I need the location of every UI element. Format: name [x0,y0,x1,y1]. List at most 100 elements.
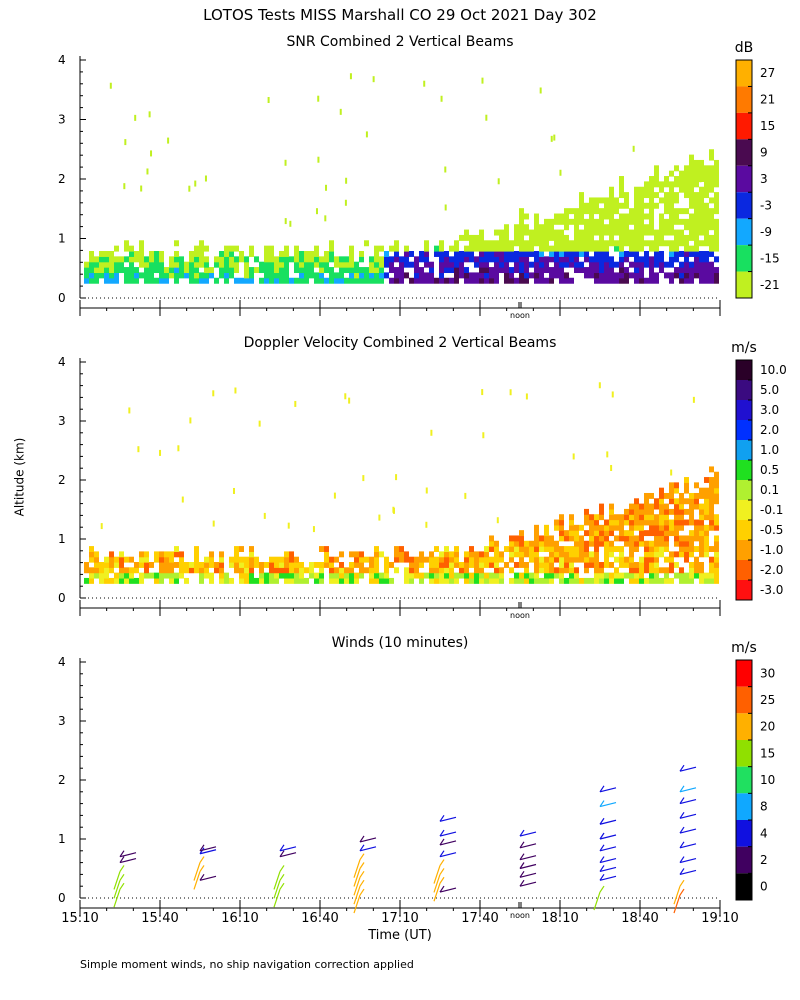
x-tick-label: 18:40 [621,911,658,926]
colorbar-swatch-doppler [736,480,752,500]
colorbar-swatch-snr [736,271,752,298]
colorbar-label-snr: 15 [760,119,775,133]
noon-label-snr: noon [510,311,530,320]
x-tick-label: 16:10 [221,911,258,926]
wind-barb [439,814,457,822]
y-tick-label-winds: 4 [58,655,66,669]
wind-barb [599,817,617,825]
colorbar-label-doppler: -0.5 [760,523,783,537]
panel-title-doppler: Doppler Velocity Combined 2 Vertical Bea… [244,335,557,351]
colorbar-label-winds: 4 [760,826,768,840]
colorbar-swatch-doppler [736,440,752,460]
wind-barb [279,844,297,852]
wind-barb [433,868,445,893]
colorbar-label-doppler: -2.0 [760,563,783,577]
wind-barb [519,853,537,861]
colorbar-label-snr: 27 [760,66,775,80]
colorbar-label-doppler: 5.0 [760,383,779,397]
wind-barb [519,841,537,849]
colorbar-swatch-winds [736,873,752,900]
snr-field [84,73,719,284]
wind-barb [193,865,205,890]
x-tick-label: 15:40 [141,911,178,926]
colorbar-label-winds: 25 [760,693,775,707]
panel-title-winds: Winds (10 minutes) [332,635,469,651]
noon-label-winds: noon [510,911,530,920]
y-tick-label-snr: 1 [58,232,66,246]
colorbar-swatch-doppler [736,560,752,580]
colorbar-label-doppler: 2.0 [760,423,779,437]
wind-barb [279,850,297,858]
colorbar-label-doppler: 3.0 [760,403,779,417]
wind-barb [673,888,685,914]
colorbar-swatch-winds [736,793,752,820]
colorbar-label-doppler: 0.5 [760,463,779,477]
colorbar-swatch-snr [736,218,752,246]
colorbar-label-doppler: 10.0 [760,363,787,377]
y-tick-label-doppler: 1 [58,532,66,546]
wind-barb [599,844,617,852]
wind-barb [353,871,365,896]
x-tick-label: 19:10 [701,911,738,926]
y-tick-label-winds: 2 [58,773,66,787]
colorbar-swatch-winds [736,846,752,874]
wind-barb [599,865,617,873]
wind-barb [599,873,617,881]
colorbar-label-winds: 0 [760,880,768,894]
colorbar-label-winds: 8 [760,800,768,814]
colorbar-label-doppler: 1.0 [760,443,779,457]
wind-barb [673,879,685,905]
colorbar-swatch-doppler [736,580,752,600]
wind-barb [519,879,537,887]
y-tick-label-snr: 0 [58,291,66,305]
x-tick-label: 16:40 [301,911,338,926]
x-axis-label: Time (UT) [368,928,432,943]
wind-barb [113,873,125,899]
wind-barb [119,850,137,858]
colorbar-swatch-snr [736,245,752,272]
colorbar-label-snr: -9 [760,225,772,239]
y-tick-label-doppler: 2 [58,473,66,487]
colorbar-frame-winds [735,659,753,901]
colorbar-label-winds: 15 [760,746,775,760]
noon-label-doppler: noon [510,611,530,620]
wind-barb [273,873,285,899]
wind-barb [273,882,285,908]
wind-barb [359,844,377,852]
wind-barb [433,859,445,884]
wind-barb [519,871,537,878]
colorbar-swatch-winds [736,766,752,794]
wind-barb [679,812,697,819]
wind-barb [679,841,697,849]
colorbar-label-winds: 20 [760,720,775,734]
colorbar-label-doppler: -3.0 [760,583,783,597]
y-tick-label-snr: 3 [58,113,66,127]
y-tick-label-doppler: 0 [58,591,66,605]
wind-barb [353,888,365,914]
wind-barb [519,829,537,837]
wind-barb [599,785,617,793]
wind-barb [113,865,125,890]
wind-barb [599,800,617,808]
colorbar-swatch-snr [736,165,752,193]
wind-barb [433,876,445,902]
colorbar-label-doppler: -1.0 [760,543,783,557]
wind-barb [679,826,697,834]
doppler-field [84,382,719,584]
colorbar-swatch-snr [736,86,752,113]
y-tick-label-doppler: 3 [58,414,66,428]
colorbar-swatch-winds [736,660,752,687]
colorbar-swatch-doppler [736,540,752,560]
wind-barb [679,868,697,875]
colorbar-swatch-doppler [736,500,752,520]
wind-barb [199,844,217,852]
wind-barb [273,865,285,890]
footnote: Simple moment winds, no ship navigation … [80,958,414,971]
colorbar-frame-snr [735,59,753,299]
y-tick-label-winds: 1 [58,832,66,846]
colorbar-label-doppler: 0.1 [760,483,779,497]
x-tick-label: 18:10 [541,911,578,926]
wind-barb [353,853,365,878]
colorbar-label-doppler: -0.1 [760,503,783,517]
wind-barb [113,882,125,908]
